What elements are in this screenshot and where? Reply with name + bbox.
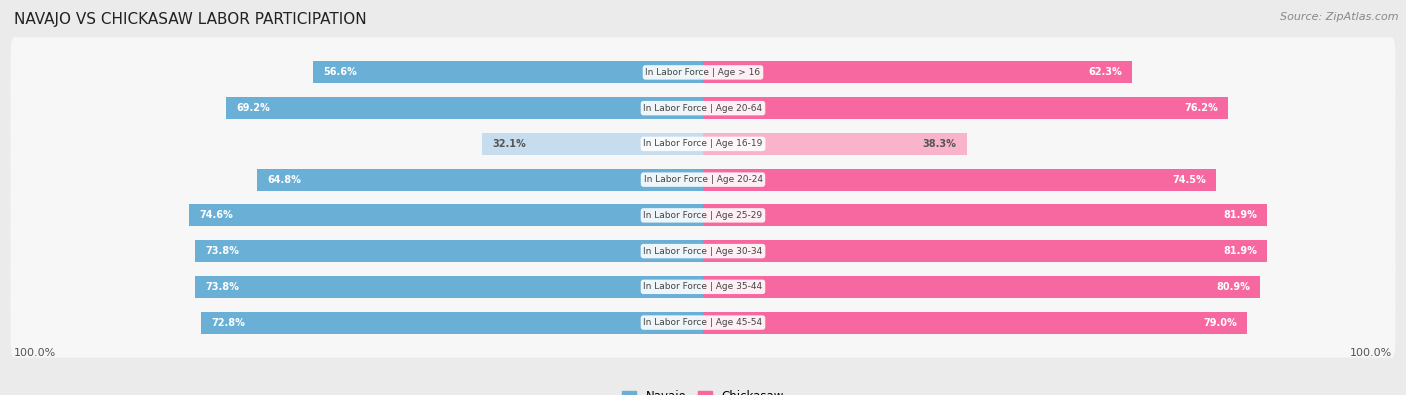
- Text: 56.6%: 56.6%: [323, 68, 357, 77]
- Text: In Labor Force | Age 20-64: In Labor Force | Age 20-64: [644, 103, 762, 113]
- Text: In Labor Force | Age 30-34: In Labor Force | Age 30-34: [644, 246, 762, 256]
- Text: 32.1%: 32.1%: [492, 139, 526, 149]
- FancyBboxPatch shape: [11, 38, 1395, 107]
- Bar: [482, 133, 703, 155]
- Bar: [703, 276, 1260, 298]
- Text: 76.2%: 76.2%: [1184, 103, 1218, 113]
- FancyBboxPatch shape: [11, 145, 1395, 214]
- Text: 79.0%: 79.0%: [1204, 318, 1237, 327]
- Bar: [201, 312, 703, 334]
- Bar: [194, 276, 703, 298]
- FancyBboxPatch shape: [11, 109, 1395, 179]
- FancyBboxPatch shape: [11, 288, 1395, 357]
- Text: 100.0%: 100.0%: [1350, 348, 1392, 357]
- Text: 62.3%: 62.3%: [1088, 68, 1122, 77]
- Bar: [703, 169, 1216, 191]
- Bar: [188, 204, 703, 226]
- Text: 81.9%: 81.9%: [1223, 211, 1257, 220]
- Text: NAVAJO VS CHICKASAW LABOR PARTICIPATION: NAVAJO VS CHICKASAW LABOR PARTICIPATION: [14, 12, 367, 27]
- Text: 74.5%: 74.5%: [1173, 175, 1206, 184]
- Text: 81.9%: 81.9%: [1223, 246, 1257, 256]
- Bar: [703, 240, 1267, 262]
- Bar: [703, 61, 1132, 83]
- Text: In Labor Force | Age > 16: In Labor Force | Age > 16: [645, 68, 761, 77]
- Text: 69.2%: 69.2%: [236, 103, 270, 113]
- Text: In Labor Force | Age 45-54: In Labor Force | Age 45-54: [644, 318, 762, 327]
- FancyBboxPatch shape: [11, 181, 1395, 250]
- FancyBboxPatch shape: [11, 252, 1395, 322]
- Text: 38.3%: 38.3%: [922, 139, 956, 149]
- Text: 74.6%: 74.6%: [200, 211, 233, 220]
- Text: 100.0%: 100.0%: [14, 348, 56, 357]
- Text: In Labor Force | Age 20-24: In Labor Force | Age 20-24: [644, 175, 762, 184]
- FancyBboxPatch shape: [11, 216, 1395, 286]
- Legend: Navajo, Chickasaw: Navajo, Chickasaw: [617, 385, 789, 395]
- Text: 73.8%: 73.8%: [205, 282, 239, 292]
- Bar: [703, 204, 1267, 226]
- FancyBboxPatch shape: [11, 73, 1395, 143]
- Text: In Labor Force | Age 35-44: In Labor Force | Age 35-44: [644, 282, 762, 292]
- Text: 64.8%: 64.8%: [267, 175, 301, 184]
- Bar: [314, 61, 703, 83]
- Text: 73.8%: 73.8%: [205, 246, 239, 256]
- Text: In Labor Force | Age 16-19: In Labor Force | Age 16-19: [644, 139, 762, 149]
- Text: In Labor Force | Age 25-29: In Labor Force | Age 25-29: [644, 211, 762, 220]
- Text: 80.9%: 80.9%: [1216, 282, 1250, 292]
- Bar: [194, 240, 703, 262]
- Text: 72.8%: 72.8%: [212, 318, 246, 327]
- Bar: [703, 133, 967, 155]
- Text: Source: ZipAtlas.com: Source: ZipAtlas.com: [1281, 12, 1399, 22]
- Bar: [256, 169, 703, 191]
- Bar: [226, 97, 703, 119]
- Bar: [703, 312, 1247, 334]
- Bar: [703, 97, 1227, 119]
